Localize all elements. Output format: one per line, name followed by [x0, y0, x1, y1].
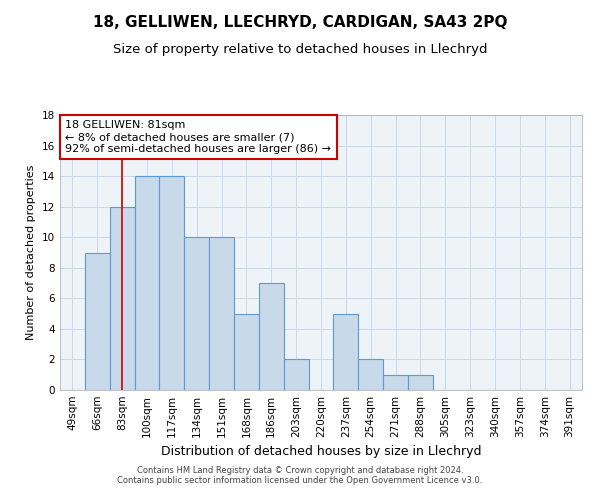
- Bar: [85, 252, 110, 390]
- Bar: [259, 283, 284, 390]
- Bar: [334, 314, 358, 390]
- Text: Contains HM Land Registry data © Crown copyright and database right 2024.
Contai: Contains HM Land Registry data © Crown c…: [118, 466, 482, 485]
- X-axis label: Distribution of detached houses by size in Llechryd: Distribution of detached houses by size …: [161, 446, 481, 458]
- Bar: [184, 237, 209, 390]
- Text: 18 GELLIWEN: 81sqm
← 8% of detached houses are smaller (7)
92% of semi-detached : 18 GELLIWEN: 81sqm ← 8% of detached hous…: [65, 120, 331, 154]
- Bar: [234, 314, 259, 390]
- Bar: [383, 374, 408, 390]
- Bar: [134, 176, 160, 390]
- Text: 18, GELLIWEN, LLECHRYD, CARDIGAN, SA43 2PQ: 18, GELLIWEN, LLECHRYD, CARDIGAN, SA43 2…: [93, 15, 507, 30]
- Bar: [358, 360, 383, 390]
- Text: Size of property relative to detached houses in Llechryd: Size of property relative to detached ho…: [113, 42, 487, 56]
- Bar: [110, 206, 134, 390]
- Bar: [284, 360, 308, 390]
- Bar: [209, 237, 234, 390]
- Y-axis label: Number of detached properties: Number of detached properties: [26, 165, 37, 340]
- Bar: [160, 176, 184, 390]
- Bar: [408, 374, 433, 390]
